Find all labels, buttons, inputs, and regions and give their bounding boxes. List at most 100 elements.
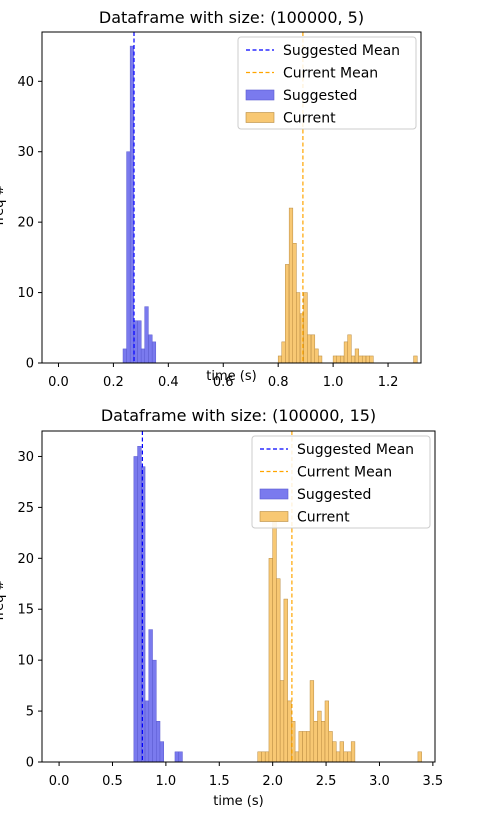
- chart1-bar-suggested: [137, 320, 142, 364]
- chart1-y-tick-label: 30: [17, 145, 34, 160]
- chart2-y-tick-label: 30: [17, 450, 34, 465]
- chart1-axes-frame: [41, 31, 422, 364]
- chart2-bar-current: [287, 700, 292, 763]
- chart2-bar-current: [343, 751, 348, 763]
- chart1-bar-current: [296, 292, 301, 364]
- chart2-x-tick-label: 3.0: [369, 774, 390, 789]
- chart2-bar-current: [294, 751, 300, 763]
- chart2-bar-current: [272, 517, 277, 763]
- chart2-legend-label: Suggested: [297, 487, 371, 503]
- chart2-bar-current: [321, 721, 326, 763]
- chart1-title: Dataframe with size: (100000, 5): [99, 8, 364, 27]
- chart1-legend-label: Suggested Mean: [283, 43, 400, 59]
- chart1-legend-swatch-patch: [245, 89, 275, 101]
- chart1-bar-current: [413, 355, 418, 364]
- chart1-bar-current: [292, 243, 297, 364]
- chart2-bar-suggested: [148, 629, 153, 763]
- chart1-bar-suggested: [144, 306, 149, 364]
- chart1-bar-suggested: [148, 334, 153, 364]
- chart2-legend-swatch-patch: [259, 488, 289, 500]
- chart1-bar-suggested: [122, 348, 127, 364]
- chart2-bar-current: [264, 751, 270, 763]
- chart2-bar-current: [268, 558, 273, 763]
- chart2-x-tick-label: 1.5: [209, 774, 230, 789]
- chart2-bar-current: [279, 680, 285, 763]
- chart2-bar-suggested: [133, 456, 138, 763]
- chart2-bar-current: [324, 700, 329, 763]
- chart2-legend-label: Suggested Mean: [297, 442, 414, 458]
- chart2-bar-current: [328, 731, 333, 763]
- chart1-bar-current: [365, 355, 370, 364]
- chart2-legend-box: [251, 435, 431, 529]
- chart2-bar-current: [276, 578, 281, 763]
- chart2-x-axis-label: time (s): [213, 794, 263, 809]
- chart1-x-tick-label: 0.6: [213, 375, 234, 390]
- chart1-bar-current: [343, 341, 349, 364]
- chart1-y-tick-label: 10: [17, 286, 34, 301]
- chart1-bar-suggested: [129, 45, 135, 364]
- chart1-bar-suggested: [140, 348, 146, 364]
- chart2-y-tick-label: 15: [17, 603, 34, 618]
- chart2-bar-current: [306, 731, 311, 763]
- chart1-bar-current: [347, 334, 352, 364]
- chart1-bar-current: [354, 348, 359, 364]
- chart2-legend-swatch-patch: [259, 511, 289, 522]
- chart1-bar-current: [307, 334, 312, 364]
- chart2-legend-label: Current: [297, 510, 350, 526]
- chart1-bar-suggested: [126, 151, 131, 364]
- chart1-bar-current: [288, 207, 294, 364]
- chart1-x-tick-label: 0.0: [48, 375, 69, 390]
- chart1-legend-label: Current Mean: [283, 66, 378, 82]
- chart2-x-tick-label: 2.0: [262, 774, 283, 789]
- chart2-bar-suggested: [159, 741, 164, 763]
- chart1-bar-current: [358, 355, 363, 364]
- chart2-title: Dataframe with size: (100000, 15): [101, 406, 376, 425]
- chart1-legend-label: Current: [283, 111, 336, 127]
- chart1-x-tick-label: 1.0: [323, 375, 344, 390]
- chart2-bar-suggested: [152, 659, 157, 763]
- chart2-bar-current: [257, 751, 262, 763]
- chart1-bar-current: [281, 341, 286, 364]
- chart2-bar-suggested: [178, 751, 183, 763]
- chart1-x-axis-label: time (s): [206, 369, 256, 384]
- chart2-y-tick-label: 0: [26, 756, 34, 771]
- chart1-bar-current: [318, 355, 323, 364]
- chart2-bar-current: [335, 751, 341, 763]
- chart1-bar-current: [310, 334, 316, 364]
- chart2-y-tick-label: 5: [26, 705, 34, 720]
- chart2-bar-suggested: [174, 751, 179, 763]
- chart1-bar-current: [303, 292, 308, 364]
- chart2-bar-current: [309, 680, 315, 763]
- chart1-y-axis-label: freq #: [0, 185, 7, 226]
- chart1-y-tick-label: 40: [17, 75, 34, 90]
- chart2-legend-label: Current Mean: [297, 465, 392, 481]
- chart2-y-tick-label: 10: [17, 654, 34, 669]
- chart2-bar-current: [313, 721, 318, 763]
- chart2-bar-current: [347, 751, 352, 763]
- chart1-legend-swatch-patch: [245, 112, 275, 123]
- chart2-y-tick-label: 25: [17, 501, 34, 516]
- chart2-x-tick-label: 3.5: [423, 774, 444, 789]
- chart1-x-tick-label: 1.2: [378, 375, 399, 390]
- chart1-legend-label: Suggested: [283, 88, 357, 104]
- chart2-bar-current: [317, 710, 322, 763]
- chart2-axes-frame: [41, 430, 436, 763]
- chart1-bar-current: [285, 264, 290, 364]
- chart2-x-tick-label: 0.5: [102, 774, 123, 789]
- chart2-bar-suggested: [144, 700, 150, 763]
- chart2-bar-current: [283, 598, 288, 763]
- chart2-y-axis-label: freq #: [0, 580, 7, 621]
- chart1-x-tick-label: 0.8: [268, 375, 289, 390]
- chart2-bar-current: [417, 751, 422, 763]
- chart1-bar-current: [361, 355, 367, 364]
- chart1-bar-current: [277, 355, 283, 364]
- chart1-bar-suggested: [151, 341, 157, 364]
- chart2-x-tick-label: 1.0: [156, 774, 177, 789]
- chart2-x-tick-label: 0.0: [49, 774, 70, 789]
- chart2-bar-current: [261, 751, 266, 763]
- chart1-bar-current: [340, 355, 345, 364]
- chart2-bar-current: [302, 731, 307, 763]
- chart1-bar-current: [314, 348, 319, 364]
